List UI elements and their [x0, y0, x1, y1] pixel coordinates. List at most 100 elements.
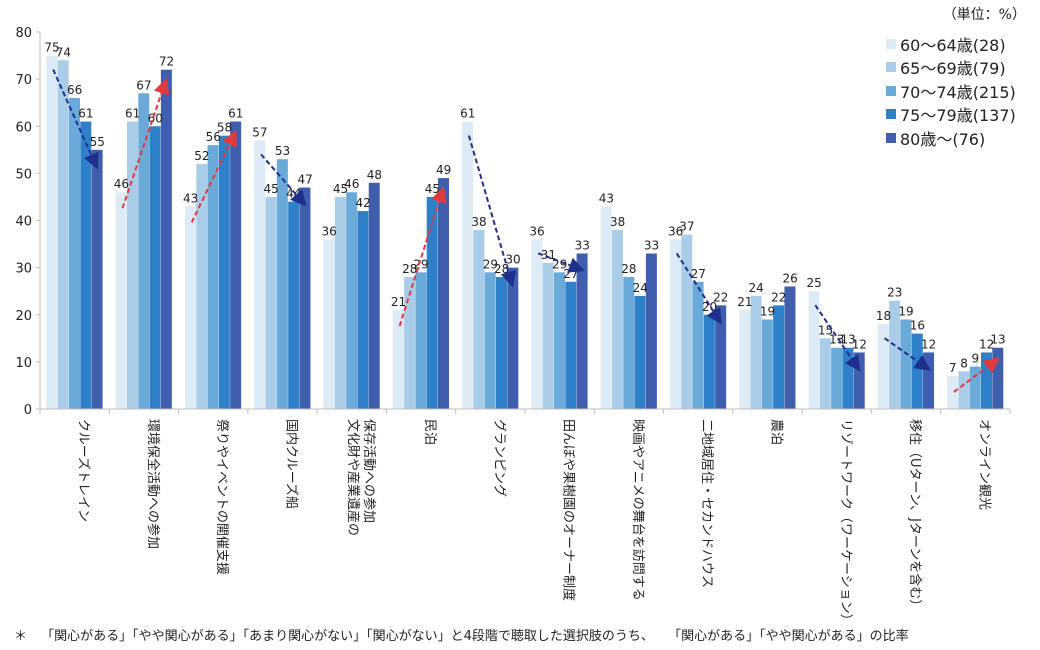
unit-label: （単位：%）: [942, 7, 1026, 23]
legend: 60～64歳(28) 65～69歳(79) 70～74歳(215) 75～79歳…: [886, 32, 1016, 150]
bar: [900, 319, 912, 409]
trend-arrow: [121, 77, 170, 209]
bar: [784, 286, 796, 409]
bar: [68, 97, 80, 409]
data-label: 12: [979, 337, 994, 351]
bar: [553, 272, 565, 409]
x-tick-label: 農泊: [769, 419, 784, 445]
data-label: 25: [807, 276, 822, 290]
bar: [299, 187, 311, 409]
data-label: 36: [668, 224, 683, 238]
bar: [634, 295, 646, 409]
data-label: 19: [898, 304, 913, 318]
bar: [230, 121, 242, 409]
data-label: 45: [333, 182, 348, 196]
bar: [623, 277, 635, 409]
bar: [981, 352, 993, 409]
bar: [265, 196, 277, 409]
y-tick-label: 60: [15, 120, 32, 135]
bar: [703, 314, 715, 409]
bar: [415, 272, 427, 409]
bar: [761, 319, 773, 409]
data-label: 28: [621, 262, 636, 276]
data-label: 23: [887, 286, 902, 300]
data-label: 61: [78, 107, 93, 121]
data-label: 55: [90, 135, 105, 149]
bar: [819, 338, 831, 409]
data-label: 7: [949, 361, 957, 375]
y-tick-label: 0: [24, 403, 32, 418]
data-label: 29: [413, 257, 428, 271]
trend-arrow: [467, 135, 517, 288]
bar: [323, 239, 335, 409]
legend-swatch: [886, 132, 896, 143]
trend-arrow: [884, 337, 931, 371]
legend-label: 80歳～(76): [900, 129, 986, 149]
bar: [207, 145, 219, 409]
bar: [947, 376, 959, 409]
bar: [149, 126, 161, 409]
data-label: 26: [782, 271, 797, 285]
x-tick-label: 祭りやイベントの開催支援: [214, 419, 229, 575]
trend-arrow: [260, 153, 307, 207]
bar: [346, 192, 358, 409]
data-label: 48: [367, 168, 382, 182]
x-axis: クルーズトレイン 環境保全活動への参加 祭りやイベントの開催支援 国内クルーズ船 文化財…: [39, 408, 1011, 627]
y-tick-label: 30: [15, 262, 32, 277]
data-label: 61: [460, 107, 475, 121]
data-label: 45: [425, 182, 440, 196]
bar: [496, 277, 508, 409]
data-label: 24: [749, 281, 764, 295]
bar: [911, 333, 923, 409]
data-label: 9: [972, 352, 980, 366]
data-label: 27: [691, 267, 706, 281]
bar: [184, 206, 196, 409]
bar: [115, 192, 127, 409]
legend-item: 65～69歳(79): [886, 56, 1016, 80]
bar: [473, 229, 485, 409]
legend-item: 80歳～(76): [886, 126, 1016, 150]
data-label: 13: [829, 333, 844, 347]
bar: [669, 239, 681, 409]
bar: [645, 253, 657, 409]
bar: [80, 121, 92, 409]
data-label: 30: [505, 253, 520, 267]
bar: [877, 324, 889, 409]
x-tick-label: グランピング: [491, 419, 506, 497]
footnote-marker: ＊: [14, 629, 28, 644]
bar: [126, 121, 138, 409]
bar: [853, 352, 865, 409]
bar: [507, 267, 519, 409]
data-label: 49: [436, 163, 451, 177]
legend-item: 60～64歳(28): [886, 32, 1016, 56]
data-label: 12: [852, 337, 867, 351]
data-label: 19: [760, 304, 775, 318]
data-label: 29: [483, 257, 498, 271]
x-tick-label: 保存活動への参加: [361, 419, 377, 523]
legend-swatch: [886, 109, 896, 120]
y-tick-label: 70: [15, 73, 32, 88]
footnote-text: 「関心がある」「やや関心がある」「あまり関心がない」「関心がない」と4段階で聴取…: [41, 629, 654, 644]
bar: [600, 206, 612, 409]
data-label: 74: [56, 45, 71, 59]
data-label: 45: [264, 182, 279, 196]
bar: [842, 347, 854, 409]
x-tick-label: 国内クルーズ船: [284, 419, 300, 509]
data-label: 52: [194, 149, 209, 163]
bar: [484, 272, 496, 409]
legend-swatch: [886, 85, 896, 96]
bar: [958, 371, 970, 409]
x-tick-label: リゾートワーク（ワーケーション）: [838, 419, 853, 627]
legend-item: 70～74歳(215): [886, 79, 1016, 103]
bar: [739, 310, 751, 409]
bar: [438, 178, 450, 409]
bar: [681, 234, 693, 409]
data-label: 37: [679, 220, 694, 234]
bar: [334, 196, 346, 409]
bar: [426, 196, 438, 409]
data-label: 31: [541, 248, 556, 262]
bar: [992, 347, 1004, 409]
y-tick-label: 50: [15, 167, 32, 182]
bar: [288, 201, 300, 409]
